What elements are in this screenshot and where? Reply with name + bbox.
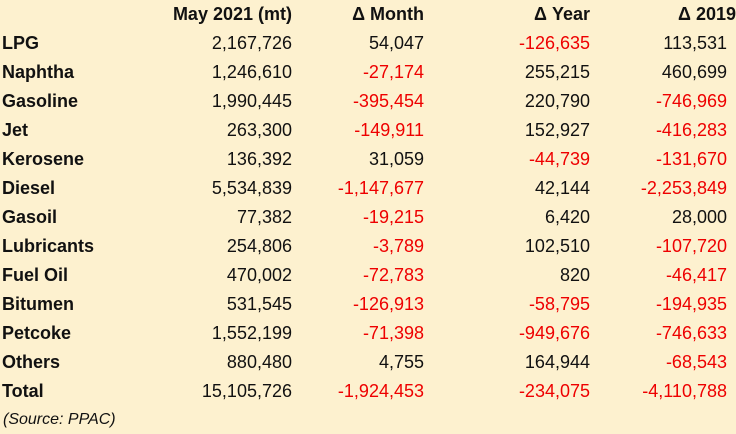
cell-may-2021: 470,002 — [226, 265, 292, 285]
row-label: Others — [2, 352, 61, 372]
table-row: Gasoil 77,382 -19,215 6,420 28,000 — [0, 203, 736, 232]
row-label: Lubricants — [2, 236, 95, 256]
cell-delta-year: 102,510 — [524, 236, 590, 256]
header-row: May 2021 (mt) Δ Month Δ Year Δ 2019 — [0, 0, 736, 29]
table-row: Naphtha 1,246,610 -27,174 255,215 460,699 — [0, 58, 736, 87]
cell-delta-month: 31,059 — [368, 149, 424, 169]
product-data-table: May 2021 (mt) Δ Month Δ Year Δ 2019 LPG 2… — [0, 0, 736, 406]
cell-delta-month: -19,215 — [362, 207, 424, 227]
cell-may-2021: 2,167,726 — [211, 33, 292, 53]
row-label: Bitumen — [2, 294, 74, 314]
row-label: LPG — [2, 33, 40, 53]
cell-delta-year: 820 — [559, 265, 590, 285]
cell-delta-month: 54,047 — [368, 33, 424, 53]
table-row: Petcoke 1,552,199 -71,398 -949,676 -746,633 — [0, 319, 736, 348]
cell-delta-year: 6,420 — [544, 207, 590, 227]
cell-delta-year: 42,144 — [534, 178, 590, 198]
table-row: Bitumen 531,545 -126,913 -58,795 -194,935 — [0, 290, 736, 319]
table-row: Kerosene 136,392 31,059 -44,739 -131,670 — [0, 145, 736, 174]
row-label: Diesel — [2, 178, 56, 198]
cell-delta-year: 255,215 — [524, 62, 590, 82]
table-body: LPG 2,167,726 54,047 -126,635 113,531 Naphtha… — [0, 29, 736, 406]
cell-delta-month: 4,755 — [378, 352, 424, 372]
cell-delta-month: -1,147,677 — [337, 178, 424, 198]
row-label: Petcoke — [2, 323, 72, 343]
header-cell-delta-year: Δ Year — [534, 4, 590, 24]
row-label: Jet — [2, 120, 29, 140]
cell-delta-month: -72,783 — [362, 265, 424, 285]
table-row: Total 15,105,726 -1,924,453 -234,075 -4,110,… — [0, 377, 736, 406]
cell-delta-2019: -68,543 — [665, 352, 727, 372]
cell-may-2021: 15,105,726 — [201, 381, 292, 401]
cell-may-2021: 77,382 — [236, 207, 292, 227]
cell-delta-2019: -194,935 — [655, 294, 727, 314]
table-row: Jet 263,300 -149,911 152,927 -416,283 — [0, 116, 736, 145]
header-cell-delta-2019: Δ 2019 — [678, 4, 736, 24]
cell-delta-year: 164,944 — [524, 352, 590, 372]
cell-may-2021: 880,480 — [226, 352, 292, 372]
source-note: (Source: PPAC) — [3, 411, 116, 428]
header-cell-delta-month: Δ Month — [352, 4, 424, 24]
cell-may-2021: 531,545 — [226, 294, 292, 314]
cell-delta-2019: -2,253,849 — [640, 178, 727, 198]
cell-delta-year: -126,635 — [518, 33, 590, 53]
cell-delta-2019: -4,110,788 — [642, 381, 727, 401]
cell-delta-2019: -107,720 — [655, 236, 727, 256]
row-label: Naphtha — [2, 62, 74, 82]
row-label: Total — [2, 381, 44, 401]
table-row: Gasoline 1,990,445 -395,454 220,790 -746,969 — [0, 87, 736, 116]
cell-may-2021: 254,806 — [226, 236, 292, 256]
table-row: Others 880,480 4,755 164,944 -68,543 — [0, 348, 736, 377]
cell-delta-month: -27,174 — [362, 62, 424, 82]
cell-may-2021: 136,392 — [226, 149, 292, 169]
header-cell-product — [0, 0, 128, 29]
row-label: Gasoil — [2, 207, 58, 227]
cell-delta-2019: -46,417 — [665, 265, 727, 285]
cell-delta-2019: 113,531 — [663, 33, 727, 53]
table-row: Fuel Oil 470,002 -72,783 820 -46,417 — [0, 261, 736, 290]
row-label: Gasoline — [2, 91, 79, 111]
cell-delta-year: 220,790 — [524, 91, 590, 111]
cell-may-2021: 5,534,839 — [211, 178, 292, 198]
cell-may-2021: 263,300 — [226, 120, 292, 140]
cell-delta-2019: 28,000 — [671, 207, 727, 227]
cell-delta-month: -71,398 — [362, 323, 424, 343]
cell-delta-year: -44,739 — [528, 149, 590, 169]
cell-delta-month: -3,789 — [372, 236, 424, 256]
cell-may-2021: 1,552,199 — [211, 323, 292, 343]
row-label: Fuel Oil — [2, 265, 69, 285]
row-label: Kerosene — [2, 149, 85, 169]
cell-delta-year: -234,075 — [518, 381, 590, 401]
cell-delta-year: -58,795 — [528, 294, 590, 314]
cell-delta-2019: -746,633 — [655, 323, 727, 343]
cell-delta-month: -149,911 — [354, 120, 424, 140]
cell-delta-2019: -416,283 — [655, 120, 727, 140]
table-row: Diesel 5,534,839 -1,147,677 42,144 -2,253,84… — [0, 174, 736, 203]
cell-may-2021: 1,246,610 — [211, 62, 292, 82]
cell-delta-2019: 460,699 — [661, 62, 727, 82]
cell-delta-year: 152,927 — [524, 120, 590, 140]
cell-delta-2019: -746,969 — [655, 91, 727, 111]
cell-delta-month: -395,454 — [352, 91, 424, 111]
cell-may-2021: 1,990,445 — [211, 91, 292, 111]
table-row: LPG 2,167,726 54,047 -126,635 113,531 — [0, 29, 736, 58]
cell-delta-2019: -131,670 — [655, 149, 727, 169]
cell-delta-year: -949,676 — [518, 323, 590, 343]
header-cell-may-2021: May 2021 (mt) — [172, 4, 292, 24]
cell-delta-month: -126,913 — [352, 294, 424, 314]
table-row: Lubricants 254,806 -3,789 102,510 -107,720 — [0, 232, 736, 261]
cell-delta-month: -1,924,453 — [337, 381, 424, 401]
